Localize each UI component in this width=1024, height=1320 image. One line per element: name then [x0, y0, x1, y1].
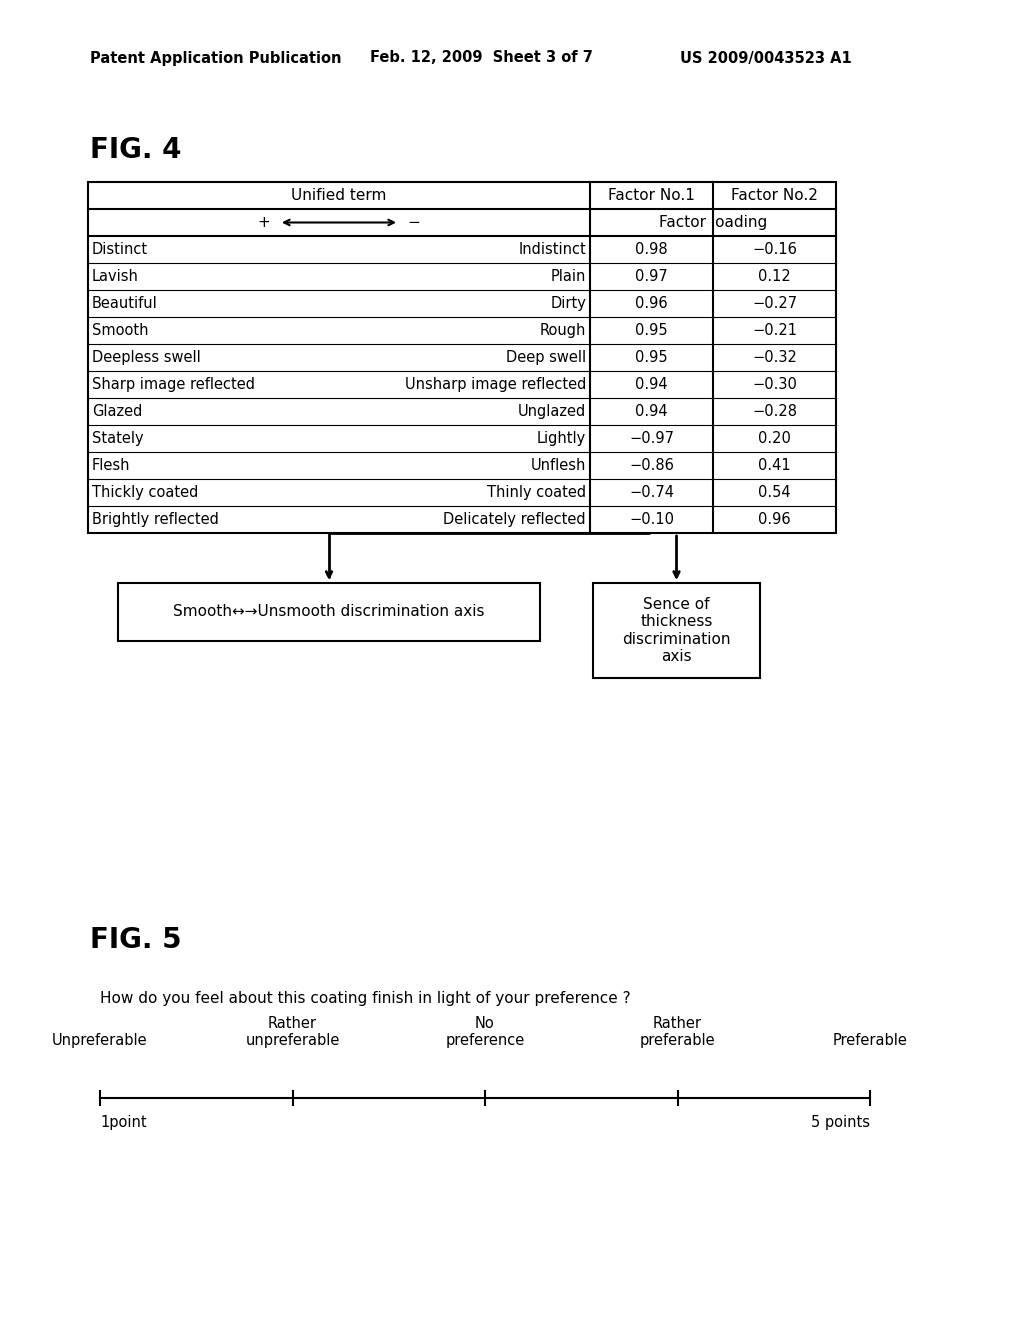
Text: US 2009/0043523 A1: US 2009/0043523 A1	[680, 50, 852, 66]
Text: −0.86: −0.86	[629, 458, 674, 473]
Text: FIG. 5: FIG. 5	[90, 927, 181, 954]
Text: Deepless swell: Deepless swell	[92, 350, 201, 366]
Text: Flesh: Flesh	[92, 458, 130, 473]
Text: Smooth: Smooth	[92, 323, 148, 338]
Text: −0.32: −0.32	[752, 350, 797, 366]
Text: Smooth↔→Unsmooth discrimination axis: Smooth↔→Unsmooth discrimination axis	[173, 605, 484, 619]
Text: Feb. 12, 2009  Sheet 3 of 7: Feb. 12, 2009 Sheet 3 of 7	[370, 50, 593, 66]
Text: 0.94: 0.94	[635, 404, 668, 418]
Text: 0.95: 0.95	[635, 350, 668, 366]
Text: Factor No.1: Factor No.1	[608, 187, 695, 203]
Text: Stately: Stately	[92, 432, 143, 446]
Text: Unflesh: Unflesh	[530, 458, 586, 473]
Text: Dirty: Dirty	[550, 296, 586, 312]
Text: Plain: Plain	[551, 269, 586, 284]
Text: −0.16: −0.16	[752, 242, 797, 257]
Text: 0.98: 0.98	[635, 242, 668, 257]
Text: −0.74: −0.74	[629, 484, 674, 500]
Text: −0.28: −0.28	[752, 404, 797, 418]
Text: Unified term: Unified term	[291, 187, 387, 203]
Text: Unpreferable: Unpreferable	[52, 1034, 147, 1048]
Text: 0.12: 0.12	[758, 269, 791, 284]
Text: 0.97: 0.97	[635, 269, 668, 284]
Text: How do you feel about this coating finish in light of your preference ?: How do you feel about this coating finis…	[100, 990, 631, 1006]
Text: +: +	[258, 215, 270, 230]
Text: Factor No.2: Factor No.2	[731, 187, 818, 203]
Text: 0.96: 0.96	[635, 296, 668, 312]
Text: Preferable: Preferable	[833, 1034, 907, 1048]
Text: Distinct: Distinct	[92, 242, 148, 257]
Text: Indistinct: Indistinct	[518, 242, 586, 257]
Text: −: −	[408, 215, 421, 230]
Text: 0.41: 0.41	[758, 458, 791, 473]
Text: −0.27: −0.27	[752, 296, 797, 312]
Text: Rough: Rough	[540, 323, 586, 338]
Text: 5 points: 5 points	[811, 1115, 870, 1130]
Text: Unsharp image reflected: Unsharp image reflected	[404, 378, 586, 392]
Text: 0.94: 0.94	[635, 378, 668, 392]
Text: 0.96: 0.96	[758, 512, 791, 527]
Text: Glazed: Glazed	[92, 404, 142, 418]
Text: Lightly: Lightly	[537, 432, 586, 446]
Text: Delicately reflected: Delicately reflected	[443, 512, 586, 527]
Text: −0.97: −0.97	[629, 432, 674, 446]
Text: Thickly coated: Thickly coated	[92, 484, 199, 500]
Text: Factor loading: Factor loading	[658, 215, 767, 230]
Text: Rather
preferable: Rather preferable	[640, 1015, 716, 1048]
Text: −0.10: −0.10	[629, 512, 674, 527]
Bar	[118, 583, 540, 642]
Text: −0.30: −0.30	[752, 378, 797, 392]
Text: Rather
unpreferable: Rather unpreferable	[246, 1015, 340, 1048]
Text: Sharp image reflected: Sharp image reflected	[92, 378, 255, 392]
Bar	[593, 583, 760, 678]
Bar	[88, 182, 836, 533]
Text: FIG. 4: FIG. 4	[90, 136, 181, 164]
Text: No
preference: No preference	[445, 1015, 524, 1048]
Text: Unglazed: Unglazed	[518, 404, 586, 418]
Text: Sence of
thickness
discrimination
axis: Sence of thickness discrimination axis	[623, 597, 731, 664]
Text: 0.20: 0.20	[758, 432, 791, 446]
Text: Beautiful: Beautiful	[92, 296, 158, 312]
Text: −0.21: −0.21	[752, 323, 797, 338]
Text: Thinly coated: Thinly coated	[486, 484, 586, 500]
Text: 0.54: 0.54	[758, 484, 791, 500]
Text: Brightly reflected: Brightly reflected	[92, 512, 219, 527]
Text: 1point: 1point	[100, 1115, 146, 1130]
Text: Deep swell: Deep swell	[506, 350, 586, 366]
Text: 0.95: 0.95	[635, 323, 668, 338]
Text: Patent Application Publication: Patent Application Publication	[90, 50, 341, 66]
Text: Lavish: Lavish	[92, 269, 139, 284]
